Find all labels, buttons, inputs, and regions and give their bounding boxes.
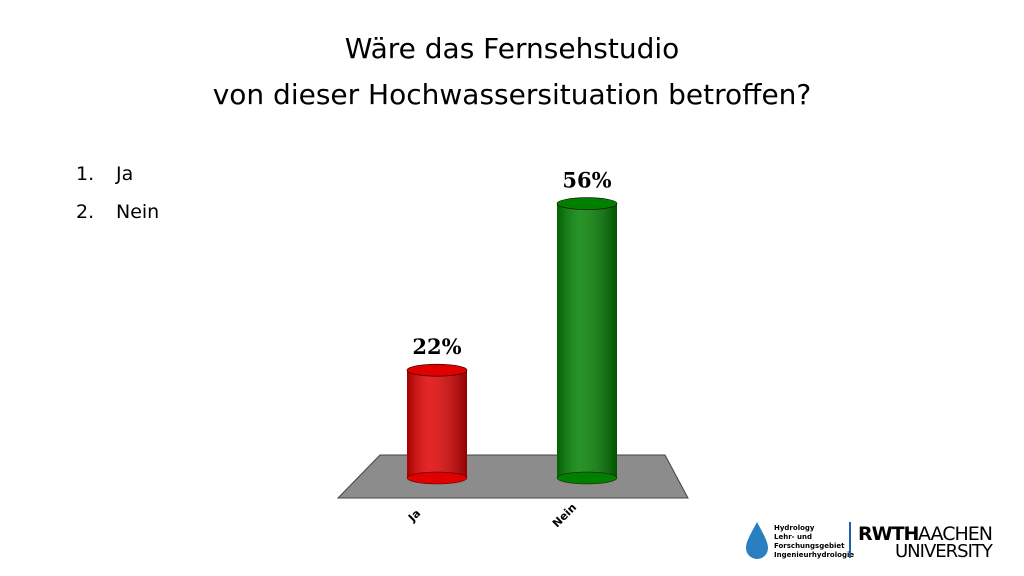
logo-text: Hydrology bbox=[774, 524, 815, 532]
list-marker: 1. bbox=[76, 163, 94, 185]
bar-top bbox=[556, 197, 618, 210]
logo-drop bbox=[746, 522, 768, 559]
value-label: 22% bbox=[412, 334, 461, 359]
x-tick-label: Ja bbox=[405, 507, 423, 525]
logo-city: AACHEN bbox=[918, 523, 992, 545]
title-line: Wäre das Fernsehstudio bbox=[345, 32, 680, 65]
value-label: 56% bbox=[562, 168, 611, 193]
chart-floor bbox=[336, 454, 689, 499]
list-text: Ja bbox=[115, 163, 133, 185]
x-tick-label: Nein bbox=[550, 501, 579, 530]
logo-text: Lehr- und bbox=[774, 533, 812, 541]
list-text: Nein bbox=[116, 201, 159, 223]
list-marker: 2. bbox=[76, 201, 94, 223]
bar-bottom bbox=[556, 471, 618, 485]
title-line: von dieser Hochwassersituation betroffen… bbox=[213, 78, 812, 111]
logo-university: UNIVERSITY bbox=[895, 541, 994, 562]
bar-shade bbox=[557, 203, 617, 478]
logo-text: Forschungsgebiet bbox=[774, 542, 845, 550]
bars: 22% Ja 56% Nein bbox=[405, 168, 618, 530]
bar-top bbox=[406, 363, 468, 377]
bar-shade bbox=[407, 370, 467, 478]
logo-brand: RWTH bbox=[858, 523, 919, 545]
bar-bottom bbox=[406, 471, 468, 485]
logo-text: Ingenieurhydrologie bbox=[774, 551, 854, 559]
